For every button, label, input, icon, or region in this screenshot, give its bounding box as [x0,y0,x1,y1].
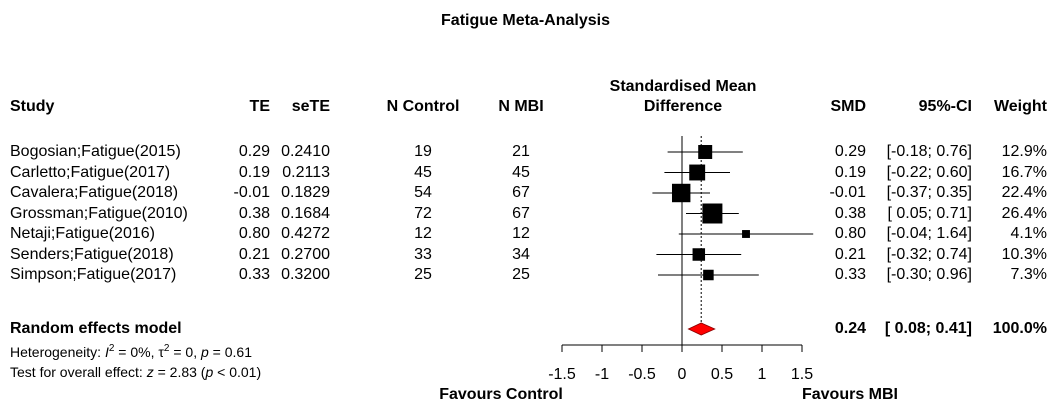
pooled-diamond [687,322,716,336]
pooled-weight: 100.0% [992,320,1047,337]
study-n-mbi: 67 [512,184,530,201]
study-smd: 0.19 [834,164,866,181]
study-n-control: 19 [414,143,432,160]
study-sete: 0.1684 [281,205,330,222]
x-tick-label: -1 [594,366,610,383]
study-sete: 0.4272 [281,225,330,242]
study-sete: 0.2113 [282,164,330,181]
study-ci: [-0.30; 0.96] [886,266,972,283]
study-n-mbi: 45 [512,164,530,181]
study-name: Carletto;Fatigue(2017) [10,164,171,181]
header-n-control: N Control [386,98,460,115]
favours-mbi-label: Favours MBI [801,386,898,403]
study-weight: 12.9% [1001,143,1047,160]
study-te: 0.21 [238,246,270,263]
header-smd: SMD [830,98,866,115]
x-tick-label: 0 [677,366,687,383]
effect-square [671,183,691,203]
study-n-mbi: 25 [512,266,530,283]
study-te: 0.80 [238,225,270,242]
study-ci: [-0.32; 0.74] [886,246,972,263]
header-ci: 95%-CI [918,98,972,115]
study-n-control: 25 [414,266,432,283]
study-te: 0.29 [238,143,270,160]
effect-square [703,269,714,281]
x-tick-label: 1.5 [790,366,814,383]
study-smd: 0.29 [834,143,866,160]
study-smd: 0.21 [834,246,866,263]
study-name: Netaji;Fatigue(2016) [10,225,155,242]
header-weight: Weight [993,98,1047,115]
x-tick-label: -0.5 [628,366,656,383]
study-n-mbi: 34 [512,246,530,263]
x-tick-label: 1 [757,366,767,383]
study-name: Cavalera;Fatigue(2018) [10,184,179,201]
x-tick-label: -1.5 [548,366,576,383]
study-ci: [ 0.05; 0.71] [887,205,972,222]
study-weight: 22.4% [1001,184,1047,201]
study-n-mbi: 67 [512,205,530,222]
study-sete: 0.1829 [281,184,330,201]
study-ci: [-0.22; 0.60] [886,164,972,181]
pooled-ci: [ 0.08; 0.41] [884,320,972,337]
study-n-control: 72 [414,205,432,222]
study-sete: 0.2410 [281,143,330,160]
header-n-mbi: N MBI [498,98,544,115]
study-n-mbi: 12 [512,225,530,242]
study-sete: 0.2700 [281,246,330,263]
study-n-control: 45 [414,164,432,181]
pooled-label: Random effects model [10,320,182,337]
study-weight: 10.3% [1001,246,1047,263]
study-name: Bogosian;Fatigue(2015) [10,143,181,160]
study-n-control: 33 [414,246,432,263]
study-n-control: 12 [414,225,432,242]
header-sete: seTE [291,98,330,115]
study-name: Senders;Fatigue(2018) [10,246,174,263]
header-plot-line1: Standardised Mean [609,78,757,95]
effect-square [698,145,713,159]
x-tick-label: 0.5 [710,366,734,383]
pooled-smd: 0.24 [834,320,866,337]
effect-square [689,164,706,181]
study-te: 0.38 [238,205,270,222]
study-ci: [-0.37; 0.35] [886,184,972,201]
study-sete: 0.3200 [281,266,330,283]
header-plot-line2: Difference [643,98,723,115]
study-ci: [-0.18; 0.76] [886,143,972,160]
favours-control-label: Favours Control [439,386,563,403]
study-smd: -0.01 [829,184,866,201]
study-weight: 26.4% [1001,205,1047,222]
header-te: TE [249,98,270,115]
study-te: 0.19 [238,164,270,181]
study-smd: 0.33 [834,266,866,283]
study-smd: 0.38 [834,205,866,222]
overall-test-text: Test for overall effect: z = 2.83 (p < 0… [10,364,262,380]
heterogeneity-text: Heterogeneity: I2 = 0%, τ2 = 0, p = 0.61 [10,343,252,360]
study-name: Grossman;Fatigue(2010) [10,205,188,222]
study-smd: 0.80 [834,225,866,242]
study-n-mbi: 21 [512,143,530,160]
study-te: 0.33 [238,266,270,283]
effect-square [702,203,723,224]
chart-title: Fatigue Meta-Analysis [441,12,610,29]
header-study: Study [10,98,55,115]
study-weight: 4.1% [1010,225,1047,242]
effect-square [692,248,706,261]
study-ci: [-0.04; 1.64] [886,225,972,242]
study-weight: 16.7% [1001,164,1047,181]
study-name: Simpson;Fatigue(2017) [10,266,177,283]
study-n-control: 54 [414,184,432,201]
study-weight: 7.3% [1010,266,1047,283]
study-te: -0.01 [233,184,270,201]
effect-square [742,230,750,238]
